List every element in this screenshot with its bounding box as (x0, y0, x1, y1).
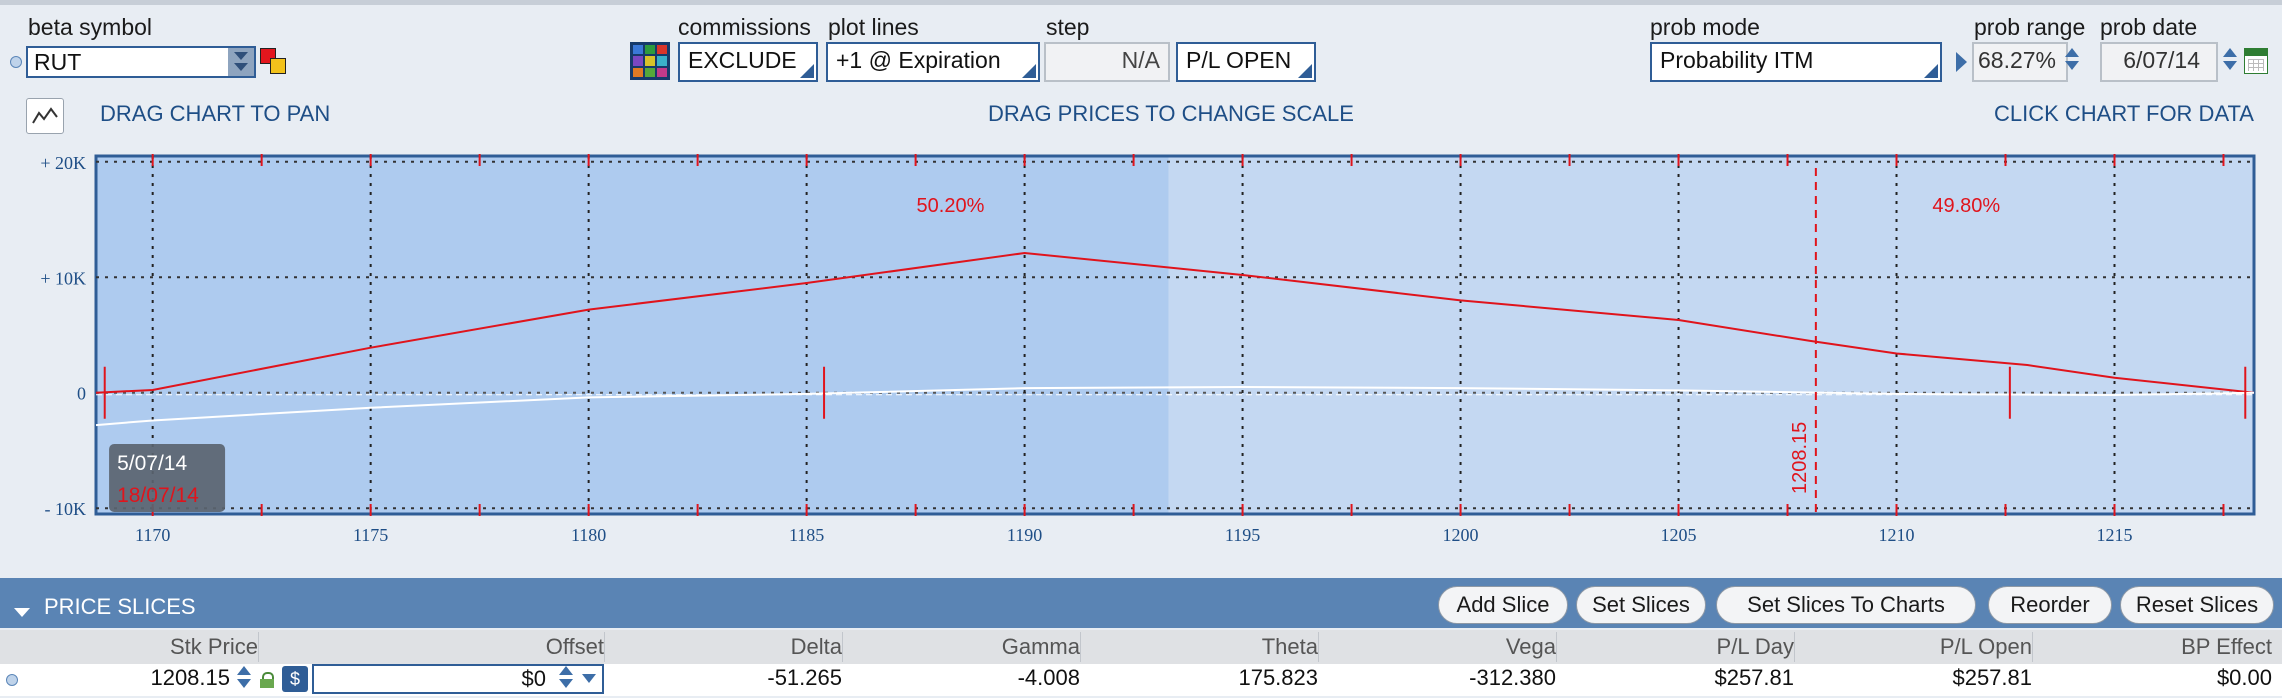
pl-day-value: $257.81 (1714, 665, 1794, 690)
probability-shaded-region (96, 156, 1169, 514)
x-tick-label: 1175 (353, 525, 388, 545)
commissions-value: EXCLUDE (688, 47, 797, 73)
y-tick-label: + 20K (40, 153, 86, 173)
pl-mode-select[interactable]: P/L OPEN (1176, 42, 1316, 82)
click-data-hint: CLICK CHART FOR DATA (1994, 101, 2254, 126)
prob-date-field[interactable]: 6/07/14 (2100, 42, 2218, 82)
x-tick-label: 1195 (1225, 525, 1260, 545)
set-slices-button[interactable]: Set Slices (1576, 586, 1706, 624)
chart-type-icon[interactable] (26, 98, 64, 134)
add-slice-button[interactable]: Add Slice (1438, 586, 1568, 624)
x-tick-label: 1185 (789, 525, 824, 545)
x-tick-label: 1180 (571, 525, 606, 545)
current-price-label: 1208.15 (1789, 422, 1811, 494)
stk-price-stepper[interactable] (234, 662, 254, 696)
col-vega: Vega (1322, 632, 1557, 662)
prob-right-label: 49.80% (1932, 195, 2000, 217)
reset-slices-button[interactable]: Reset Slices (2120, 586, 2274, 624)
pl-mode-value: P/L OPEN (1186, 47, 1292, 73)
stk-price-value[interactable]: 1208.15 (150, 665, 230, 690)
prob-date-stepper[interactable] (2220, 44, 2240, 78)
price-slices-title: PRICE SLICES (44, 594, 196, 619)
radio-dot-icon[interactable] (10, 56, 22, 68)
date-tooltip-box (109, 444, 226, 512)
x-tick-label: 1170 (135, 525, 170, 545)
y-tick-label: - 10K (45, 499, 87, 519)
offset-stepper[interactable] (556, 662, 576, 696)
col-delta: Delta (608, 632, 843, 662)
x-tick-label: 1200 (1443, 525, 1479, 545)
prob-mode-select[interactable]: Probability ITM (1650, 42, 1942, 82)
plot-lines-select[interactable]: +1 @ Expiration (826, 42, 1040, 82)
col-gamma: Gamma (846, 632, 1081, 662)
col-bp-effect: BP Effect (2181, 634, 2272, 659)
x-tick-label: 1210 (1879, 525, 1915, 545)
col-stk-price: Stk Price (10, 632, 259, 662)
offset-value: $0 (521, 666, 546, 691)
slices-table-header (0, 630, 2282, 665)
pl-open-value: $257.81 (1952, 665, 2032, 690)
dropdown-corner-icon (1298, 64, 1312, 78)
step-field[interactable]: N/A (1044, 42, 1170, 82)
x-tick-label: 1215 (2096, 525, 2132, 545)
delta-value: -51.265 (767, 665, 842, 690)
dropdown-corner-icon (1022, 64, 1036, 78)
play-arrow-icon[interactable] (1956, 52, 1967, 72)
collapse-triangle-icon[interactable] (14, 608, 30, 617)
drag-pan-hint: DRAG CHART TO PAN (100, 101, 331, 126)
expiration-pl-line (95, 251, 2255, 394)
date-tooltip-label: 5/07/14 (117, 452, 187, 475)
dropdown-corner-icon (800, 64, 814, 78)
beta-symbol-label: beta symbol (28, 14, 153, 40)
offset-dropdown-icon[interactable] (582, 674, 596, 683)
prob-range-value: 68.27% (1978, 47, 2057, 73)
prob-left-label: 50.20% (917, 195, 985, 217)
reorder-button[interactable]: Reorder (1988, 586, 2112, 624)
step-label: step (1046, 14, 1090, 40)
beta-symbol-select[interactable]: RUT (26, 46, 256, 78)
plot-lines-value: +1 @ Expiration (836, 47, 1001, 73)
col-offset: Offset (262, 632, 605, 662)
vega-value: -312.380 (1469, 665, 1556, 690)
theta-value: 175.823 (1238, 665, 1318, 690)
risk-profile-chart[interactable]: + 20K + 10K 0 - 10K 1170 1175 1180 1185 1190 1195… (0, 146, 2282, 566)
plot-lines-label: plot lines (828, 14, 919, 40)
y-tick-label: + 10K (40, 268, 86, 288)
drag-scale-hint: DRAG PRICES TO CHANGE SCALE (988, 101, 1354, 126)
prob-mode-value: Probability ITM (1660, 47, 1814, 73)
set-slices-to-charts-button[interactable]: Set Slices To Charts (1716, 586, 1976, 624)
chart-border (94, 154, 2256, 516)
grid-color-icon[interactable] (630, 42, 670, 80)
bp-effect-value: $0.00 (2216, 665, 2272, 690)
dropdown-corner-icon (1924, 64, 1938, 78)
col-pl-open: P/L Open (1798, 632, 2033, 662)
color-picker-icon[interactable] (260, 48, 288, 76)
x-tick-label: 1205 (1661, 525, 1697, 545)
row-radio-icon[interactable] (6, 674, 18, 686)
commissions-select[interactable]: EXCLUDE (678, 42, 818, 82)
prob-date-label: prob date (2100, 14, 2198, 40)
offset-input[interactable]: $0 (312, 664, 604, 694)
prob-date-value: 6/07/14 (2123, 47, 2200, 73)
top-strip (0, 0, 2282, 5)
x-tick-label: 1190 (1007, 525, 1042, 545)
current-pl-line (95, 385, 2255, 427)
beta-symbol-value: RUT (34, 49, 82, 75)
y-tick-label: 0 (77, 384, 86, 404)
prob-mode-label: prob mode (1650, 14, 1760, 40)
col-pl-day: P/L Day (1560, 632, 1795, 662)
dollar-toggle-button[interactable]: $ (282, 666, 308, 692)
dropdown-arrow-icon[interactable] (228, 48, 254, 76)
commissions-label: commissions (678, 14, 811, 40)
step-value: N/A (1121, 47, 1160, 73)
prob-range-stepper[interactable] (2062, 44, 2082, 78)
prob-range-label: prob range (1974, 14, 2086, 40)
gamma-value: -4.008 (1017, 665, 1080, 690)
prob-range-field[interactable]: 68.27% (1972, 42, 2068, 82)
lock-icon[interactable] (260, 672, 274, 688)
dollar-label: $ (289, 669, 300, 689)
calendar-icon[interactable] (2244, 48, 2268, 74)
date-tooltip-red-label: 18/07/14 (117, 484, 199, 507)
col-theta: Theta (1084, 632, 1319, 662)
